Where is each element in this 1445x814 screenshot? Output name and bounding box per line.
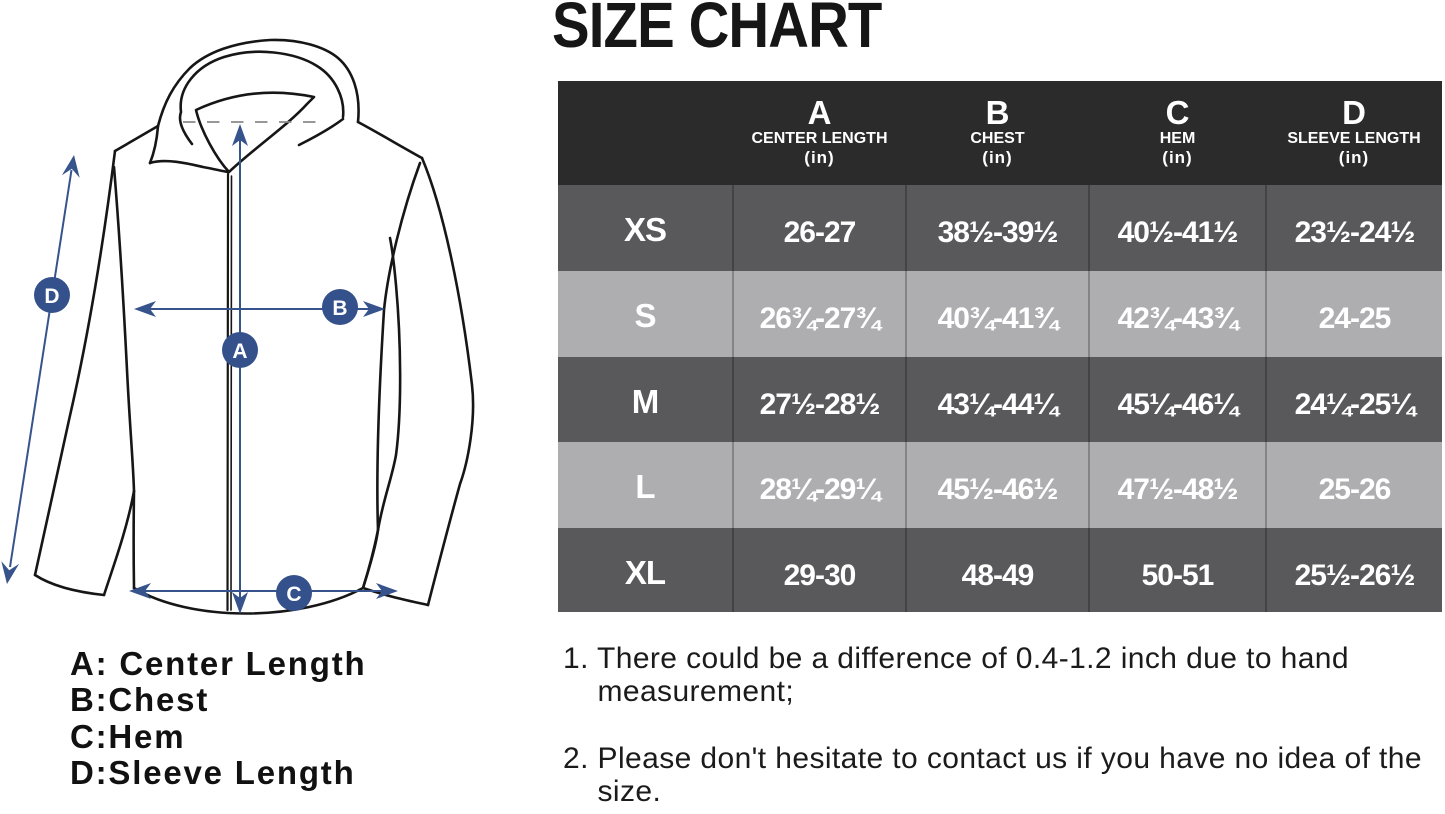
svg-text:D: D	[44, 285, 59, 308]
svg-text:A: A	[232, 340, 247, 363]
svg-text:C: C	[286, 583, 301, 606]
svg-text:B: B	[332, 297, 347, 320]
